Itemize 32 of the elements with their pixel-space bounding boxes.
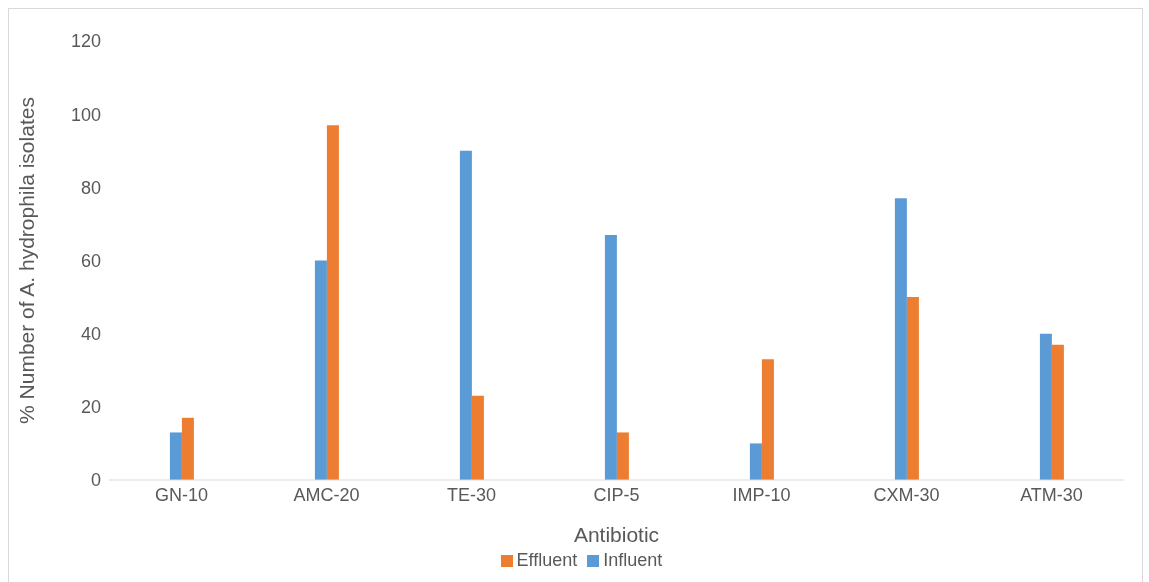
bar xyxy=(1051,344,1064,480)
bar xyxy=(459,150,472,480)
bar xyxy=(314,260,327,480)
x-axis-title: Antibiotic xyxy=(573,523,660,546)
bar xyxy=(749,443,762,480)
bar xyxy=(604,234,617,480)
bar xyxy=(471,395,484,480)
x-tick-label: TE-30 xyxy=(446,484,497,505)
y-tick-label: 100 xyxy=(70,104,101,125)
bar xyxy=(894,198,907,480)
x-tick-label: AMC-20 xyxy=(293,484,360,505)
bar xyxy=(326,125,339,480)
bar xyxy=(906,297,919,480)
bar xyxy=(1039,333,1052,480)
legend-label: Effluent xyxy=(516,550,578,570)
x-tick-label: CIP-5 xyxy=(593,484,640,505)
y-tick-label: 80 xyxy=(80,177,101,198)
y-tick-label: 20 xyxy=(80,397,101,418)
bar xyxy=(616,432,629,480)
x-tick-label: ATM-30 xyxy=(1020,484,1083,505)
bar xyxy=(181,417,194,480)
x-tick-label: GN-10 xyxy=(154,484,209,505)
x-tick-label: CXM-30 xyxy=(873,484,940,505)
x-tick-label: IMP-10 xyxy=(732,484,791,505)
bar xyxy=(761,359,774,480)
bar xyxy=(169,432,182,480)
y-tick-label: 40 xyxy=(80,324,101,345)
y-tick-label: 0 xyxy=(90,470,101,491)
y-axis-title: % Number of A. hydrophila isolates xyxy=(15,97,39,424)
y-tick-label: 60 xyxy=(80,250,101,271)
legend-label: Influent xyxy=(603,550,663,570)
y-tick-label: 120 xyxy=(70,31,101,52)
